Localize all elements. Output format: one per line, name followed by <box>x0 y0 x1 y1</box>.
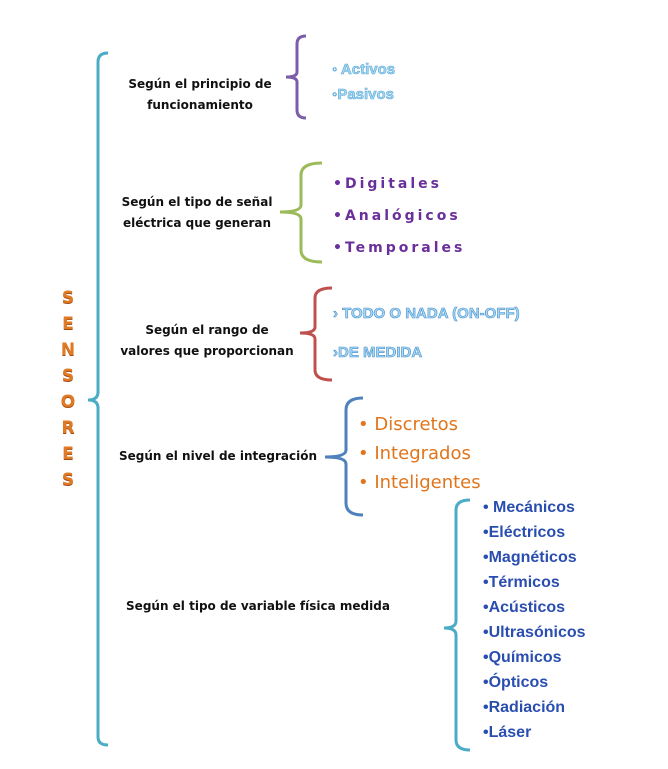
category-label: Según el principio de funcionamiento <box>90 74 310 116</box>
list-item: •Temporales <box>333 240 466 256</box>
list-item: •Ópticos <box>483 674 549 691</box>
list-item: •Térmicos <box>483 574 560 591</box>
root-letter: E <box>62 444 74 464</box>
list-item: •Radiación <box>483 699 566 716</box>
category-label: Según el tipo de señal eléctrica que gen… <box>87 192 307 234</box>
list-item: •Láser <box>483 724 532 741</box>
label-line: Según el tipo de señal <box>121 195 273 209</box>
root-letter: E <box>62 314 74 334</box>
list-item: •Analógicos <box>333 208 461 224</box>
root-letter: N <box>60 340 76 360</box>
root-letter: R <box>61 418 75 438</box>
list-item: • Integrados <box>358 443 471 464</box>
list-item: •Ultrasónicos <box>483 624 586 641</box>
bracket-rango <box>299 286 333 382</box>
list-item: ◦ Activos <box>332 61 396 79</box>
label-line: Según el rango de <box>145 323 269 337</box>
list-item: ›DE MEDIDA <box>333 344 423 362</box>
category-label: Según el rango de valores que proporcion… <box>97 320 317 362</box>
list-item: ◦Pasivos <box>332 86 395 104</box>
list-item: •Digitales <box>333 176 442 192</box>
label-line: valores que proporcionan <box>120 344 294 358</box>
label-line: funcionamiento <box>147 98 253 112</box>
list-item: •Químicos <box>483 649 562 666</box>
label-line: Según el nivel de integración <box>118 449 318 463</box>
bracket-principio <box>285 34 307 120</box>
root-letter: S <box>61 470 75 490</box>
list-item: • Inteligentes <box>358 472 481 493</box>
label-line: Según el tipo de variable física medida <box>126 599 390 613</box>
label-line: Según el principio de <box>128 77 272 91</box>
list-item: •Acústicos <box>483 599 566 616</box>
list-item: •Eléctricos <box>483 524 566 541</box>
root-letter: O <box>60 392 76 412</box>
list-item: •Magnéticos <box>483 549 577 566</box>
root-letter: S <box>61 288 75 308</box>
bracket-integracion <box>324 396 364 517</box>
category-label: Según el tipo de variable física medida <box>118 596 398 617</box>
list-item: • Mecánicos <box>483 499 575 516</box>
category-label: Según el nivel de integración <box>108 446 328 467</box>
bracket-senal <box>279 161 323 264</box>
bracket-variable <box>443 498 471 752</box>
root-letter: S <box>61 366 75 386</box>
main-bracket <box>87 51 109 747</box>
list-item: • Discretos <box>358 414 459 435</box>
label-line: eléctrica que generan <box>122 216 272 230</box>
list-item: › TODO O NADA (ON-OFF) <box>333 305 520 323</box>
